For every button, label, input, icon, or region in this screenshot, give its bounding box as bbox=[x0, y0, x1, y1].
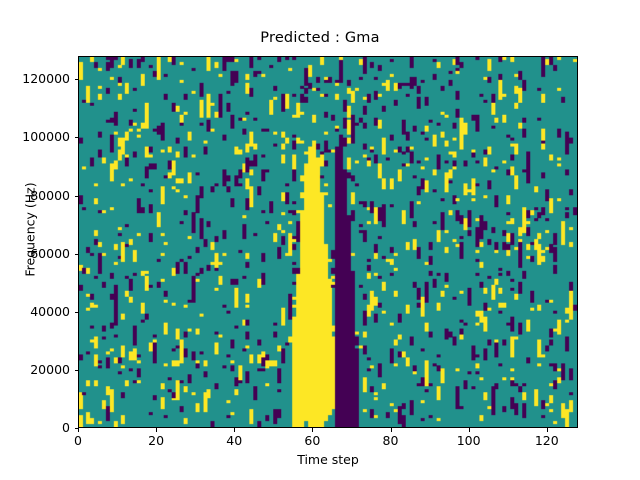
x-tick bbox=[390, 428, 392, 432]
heatmap-axes bbox=[78, 56, 578, 428]
x-tick-label: 80 bbox=[382, 433, 399, 448]
x-tick-label: 100 bbox=[456, 433, 481, 448]
x-tick-label: 0 bbox=[74, 433, 82, 448]
x-tick bbox=[468, 428, 470, 432]
y-tick bbox=[74, 195, 78, 197]
y-tick bbox=[74, 137, 78, 139]
y-tick bbox=[74, 79, 78, 81]
heatmap-image bbox=[79, 57, 577, 427]
x-tick-label: 60 bbox=[304, 433, 321, 448]
x-tick-label: 20 bbox=[148, 433, 165, 448]
x-tick bbox=[78, 428, 79, 432]
y-tick bbox=[74, 428, 78, 429]
x-tick bbox=[156, 428, 158, 432]
y-tick bbox=[74, 311, 78, 313]
y-tick-label: 0 bbox=[62, 420, 70, 435]
y-tick-label: 40000 bbox=[30, 303, 70, 319]
x-tick bbox=[546, 428, 548, 432]
y-tick-label: 60000 bbox=[30, 245, 70, 261]
y-tick bbox=[74, 253, 78, 255]
y-tick-label: 120000 bbox=[22, 71, 70, 87]
x-axis-title: Time step bbox=[297, 452, 359, 467]
x-tick bbox=[312, 428, 314, 432]
y-tick-label: 100000 bbox=[22, 129, 70, 145]
y-tick-label: 20000 bbox=[30, 361, 70, 377]
y-tick bbox=[74, 369, 78, 371]
x-tick-label: 40 bbox=[226, 433, 243, 448]
y-tick-label: 80000 bbox=[30, 187, 70, 203]
x-tick-label: 120 bbox=[534, 433, 559, 448]
x-tick bbox=[234, 428, 236, 432]
chart-title: Predicted : Gma bbox=[260, 30, 380, 46]
